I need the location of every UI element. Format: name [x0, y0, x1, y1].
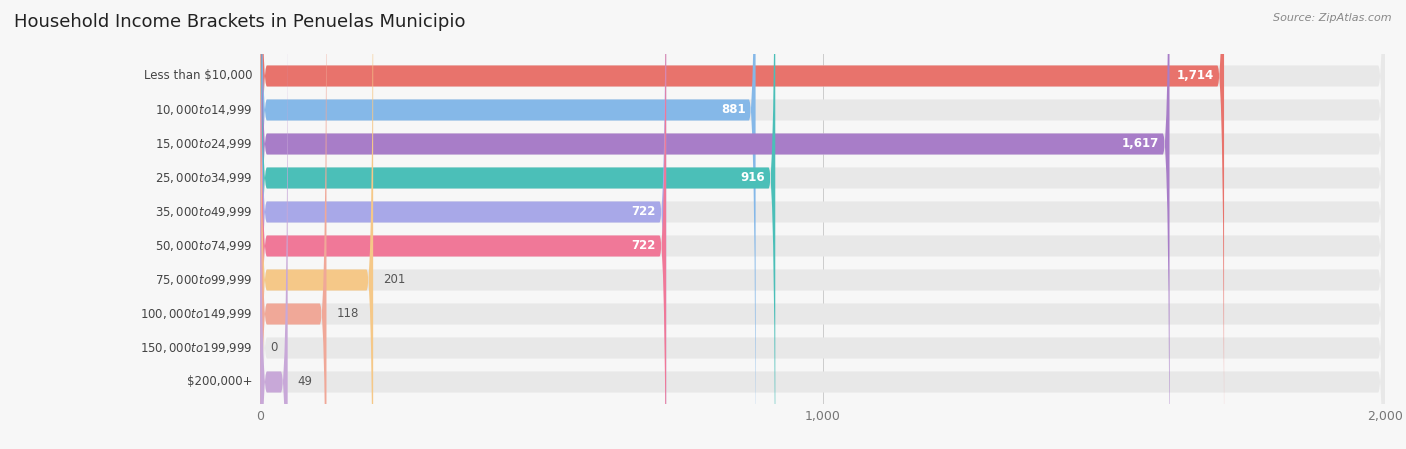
Text: $35,000 to $49,999: $35,000 to $49,999: [155, 205, 252, 219]
FancyBboxPatch shape: [260, 0, 326, 449]
FancyBboxPatch shape: [260, 0, 666, 449]
FancyBboxPatch shape: [260, 0, 775, 449]
Text: $25,000 to $34,999: $25,000 to $34,999: [155, 171, 252, 185]
Text: $150,000 to $199,999: $150,000 to $199,999: [139, 341, 252, 355]
Text: $10,000 to $14,999: $10,000 to $14,999: [155, 103, 252, 117]
Text: 722: 722: [631, 239, 657, 252]
FancyBboxPatch shape: [260, 0, 1385, 449]
Text: 0: 0: [270, 342, 277, 355]
FancyBboxPatch shape: [260, 0, 1385, 449]
FancyBboxPatch shape: [260, 0, 288, 449]
Text: 201: 201: [384, 273, 406, 286]
Text: 49: 49: [298, 375, 312, 388]
FancyBboxPatch shape: [260, 0, 1225, 449]
Text: 118: 118: [336, 308, 359, 321]
Text: Source: ZipAtlas.com: Source: ZipAtlas.com: [1274, 13, 1392, 23]
FancyBboxPatch shape: [260, 0, 1385, 449]
FancyBboxPatch shape: [260, 0, 666, 449]
Text: 916: 916: [741, 172, 765, 185]
FancyBboxPatch shape: [260, 0, 1385, 449]
Text: 1,617: 1,617: [1122, 137, 1160, 150]
Text: $100,000 to $149,999: $100,000 to $149,999: [139, 307, 252, 321]
Text: 881: 881: [721, 103, 745, 116]
FancyBboxPatch shape: [260, 0, 1385, 449]
Text: $75,000 to $99,999: $75,000 to $99,999: [155, 273, 252, 287]
Text: $15,000 to $24,999: $15,000 to $24,999: [155, 137, 252, 151]
FancyBboxPatch shape: [260, 0, 1385, 449]
FancyBboxPatch shape: [260, 0, 755, 449]
Text: 1,714: 1,714: [1177, 70, 1213, 83]
Text: Household Income Brackets in Penuelas Municipio: Household Income Brackets in Penuelas Mu…: [14, 13, 465, 31]
Text: Less than $10,000: Less than $10,000: [143, 70, 252, 83]
FancyBboxPatch shape: [260, 0, 1385, 449]
Text: 722: 722: [631, 206, 657, 219]
Text: $50,000 to $74,999: $50,000 to $74,999: [155, 239, 252, 253]
FancyBboxPatch shape: [260, 0, 1385, 449]
FancyBboxPatch shape: [260, 0, 1170, 449]
Text: $200,000+: $200,000+: [187, 375, 252, 388]
FancyBboxPatch shape: [260, 0, 1385, 449]
FancyBboxPatch shape: [260, 0, 1385, 449]
FancyBboxPatch shape: [260, 0, 373, 449]
